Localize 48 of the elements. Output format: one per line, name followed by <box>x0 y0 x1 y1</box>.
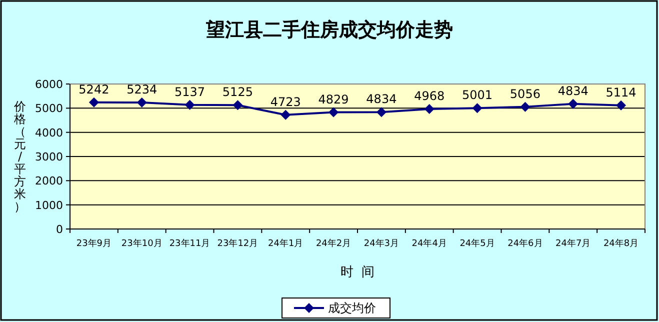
y-tick-label: 0 <box>56 223 63 236</box>
data-label: 5114 <box>606 85 636 100</box>
x-tick-label: 24年3月 <box>364 238 400 249</box>
point <box>616 100 626 110</box>
data-label: 5001 <box>462 88 493 102</box>
data-label: 4834 <box>366 92 397 106</box>
data-label: 4968 <box>414 88 445 103</box>
data-label: 5242 <box>78 82 110 96</box>
x-tick-label: 23年11月 <box>169 238 210 249</box>
point <box>424 104 434 114</box>
point <box>88 97 99 108</box>
point <box>184 100 195 110</box>
y-tick-label: 1000 <box>35 198 63 212</box>
data-label: 5137 <box>174 84 206 99</box>
point <box>472 103 482 114</box>
point <box>376 107 386 118</box>
data-label: 5125 <box>222 85 253 100</box>
point <box>568 98 578 109</box>
y-tick-label: 3000 <box>35 150 63 164</box>
x-tick-label: 24年4月 <box>412 238 447 249</box>
y-tick-label: 4000 <box>35 126 63 140</box>
x-tick-label: 23年10月 <box>121 238 162 249</box>
point <box>328 107 339 118</box>
title: 望江县二手住房成交均价走势 <box>206 19 453 41</box>
x-axis-title: 时 间 <box>340 265 375 280</box>
x-tick-label: 23年9月 <box>76 238 112 249</box>
annotation: 4834 <box>558 84 588 98</box>
x-tick-label: 23年12月 <box>217 238 258 249</box>
y-tick-label: 5000 <box>35 102 63 116</box>
y-axis-title: 价格（元/平方米） <box>14 100 26 214</box>
legend-label: 成交均价 <box>328 301 376 315</box>
x-tick-label: 24年8月 <box>603 238 639 249</box>
x-tick-label: 24年1月 <box>268 238 304 249</box>
x-tick-label: 24年5月 <box>460 238 495 249</box>
point <box>232 100 243 110</box>
data-label: 4829 <box>318 92 349 106</box>
data-label: 5234 <box>126 82 158 97</box>
x-tick-label: 24年6月 <box>508 238 543 249</box>
x-tick-label: 24年7月 <box>556 238 591 249</box>
x-tick-label: 24年2月 <box>316 238 352 249</box>
y-tick-label: 2000 <box>35 174 63 188</box>
data-label: 5056 <box>510 86 540 101</box>
data-label: 4723 <box>270 94 301 109</box>
point <box>280 110 291 120</box>
y-tick-label: 6000 <box>35 78 63 91</box>
legend: 成交均价 <box>282 298 390 318</box>
point <box>520 102 530 112</box>
point <box>136 98 147 108</box>
